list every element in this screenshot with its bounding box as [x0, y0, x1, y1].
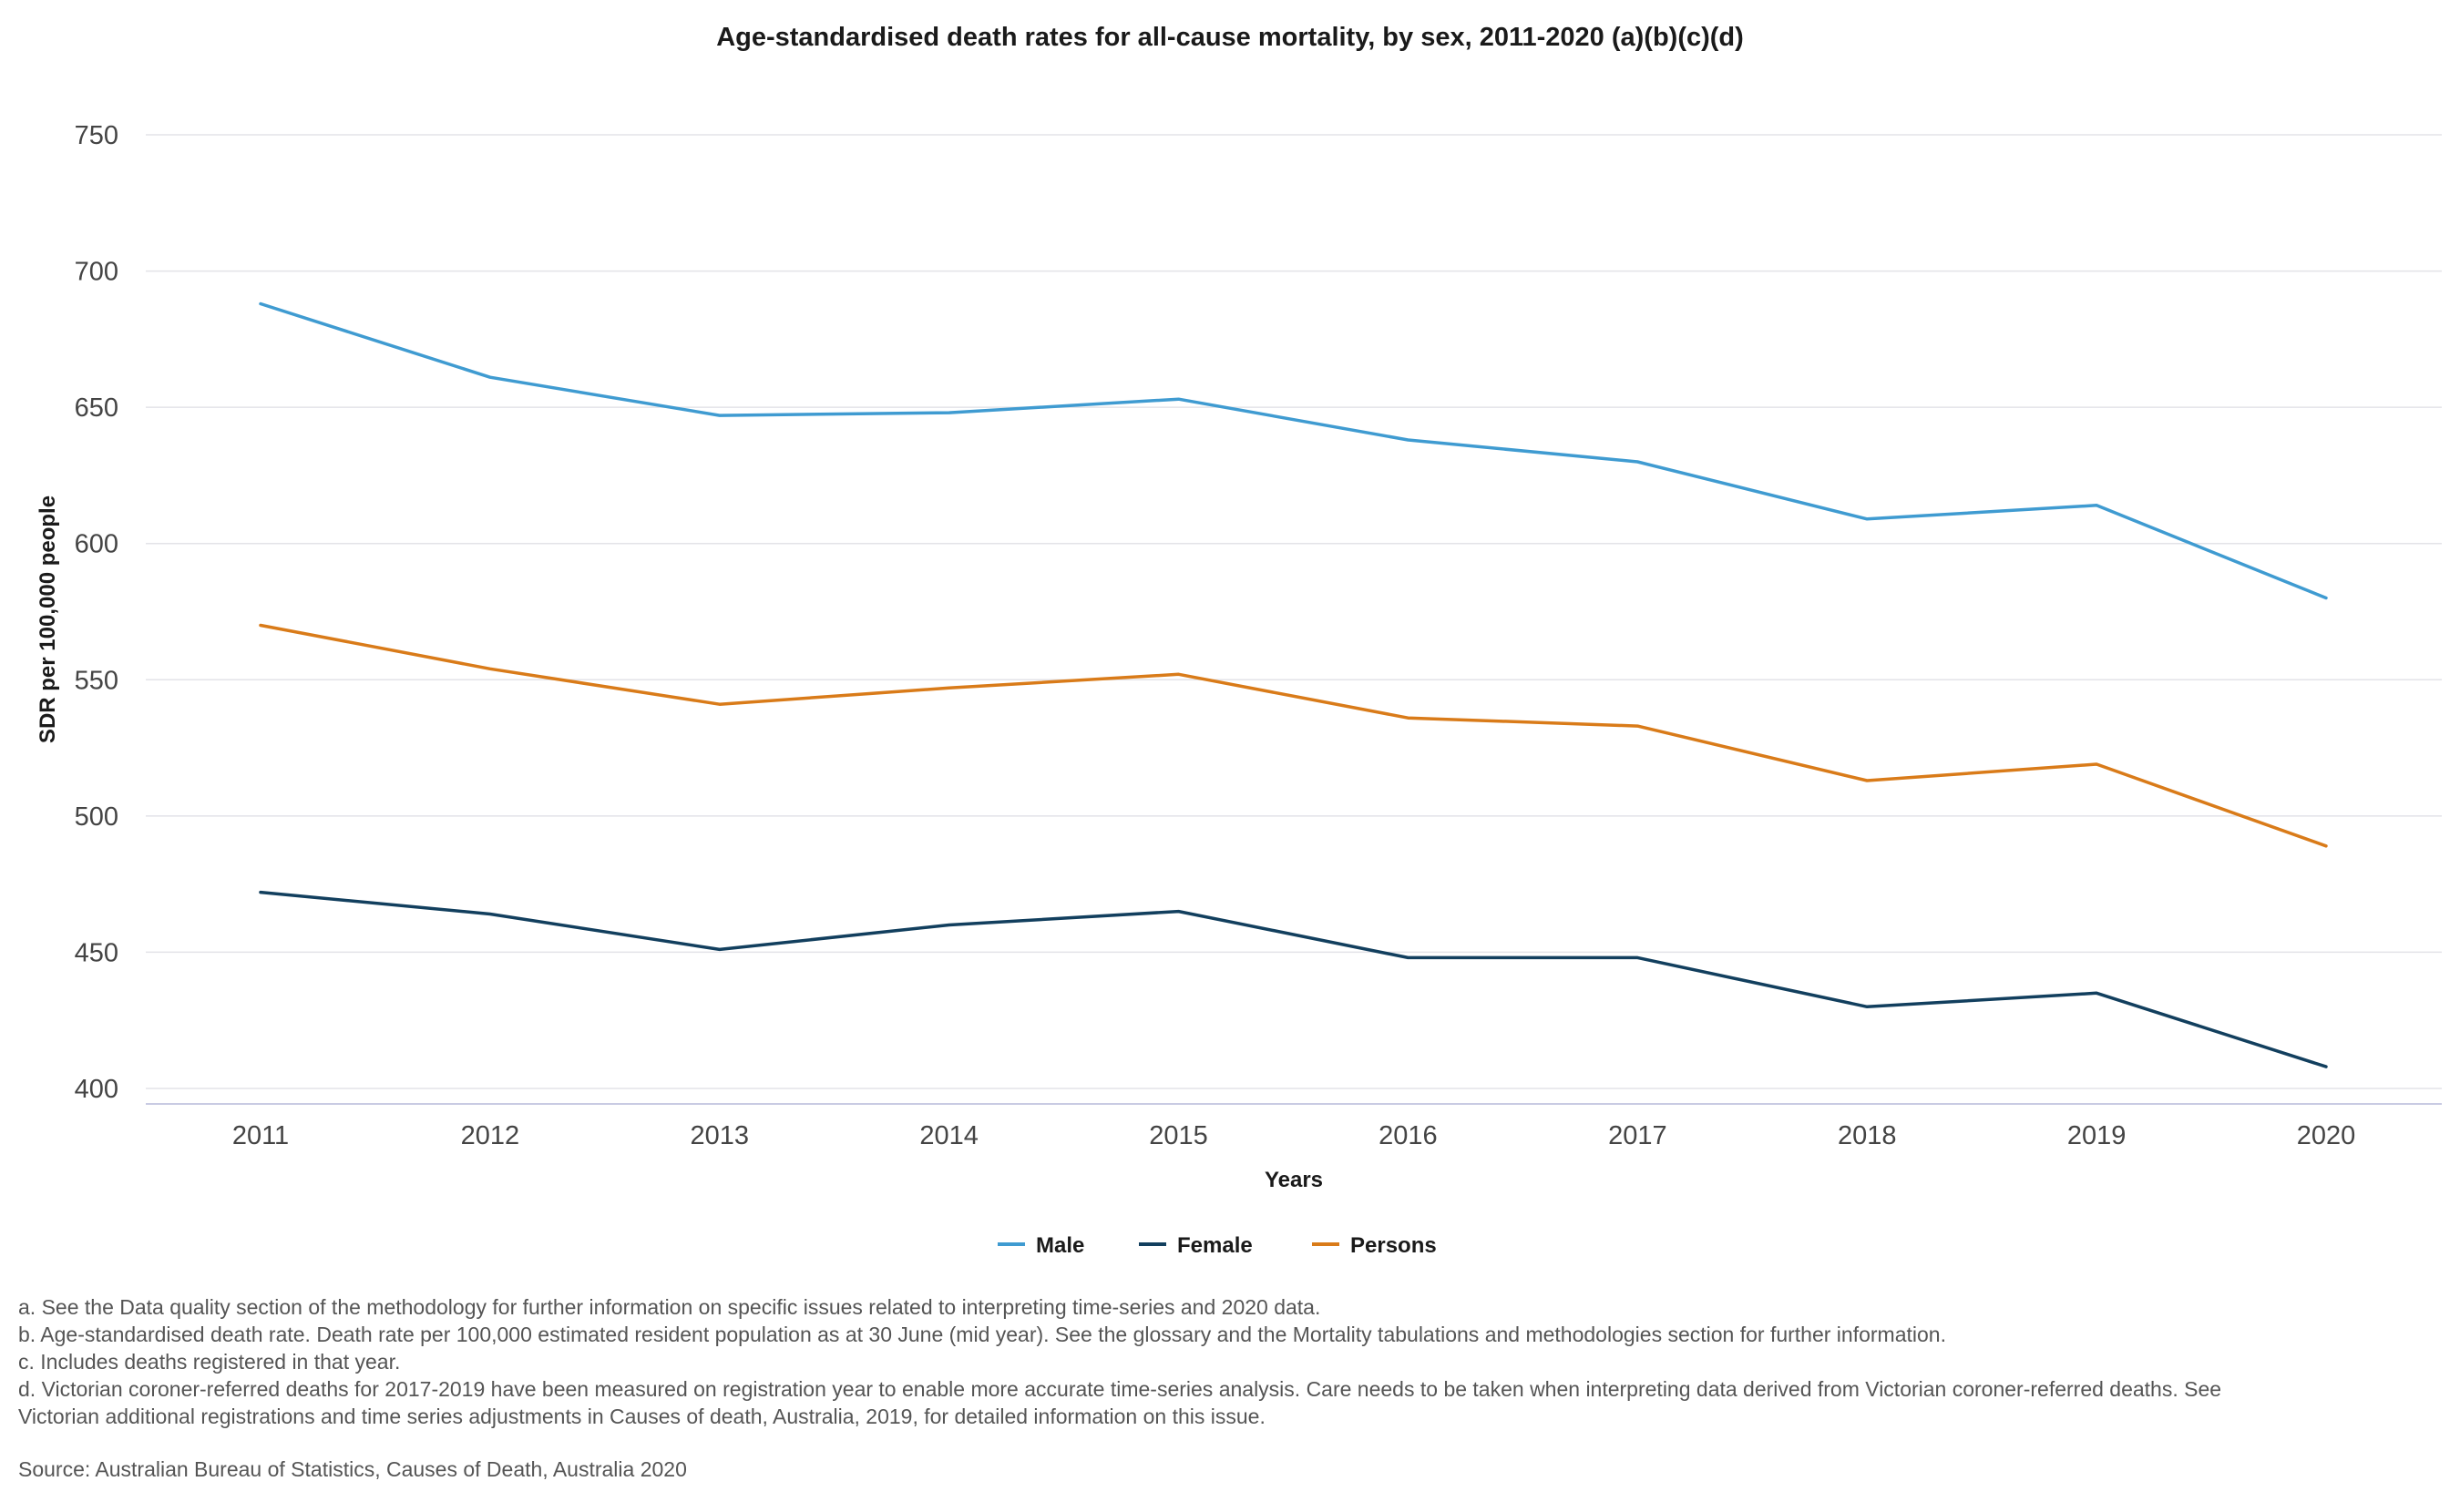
legend: Male Female Persons [998, 1233, 1437, 1258]
gridlines [146, 134, 2442, 1089]
x-tick-label-2018: 2018 [1838, 1121, 1897, 1150]
x-tick-label-2013: 2013 [691, 1121, 750, 1150]
x-tick-label-2014: 2014 [919, 1121, 979, 1150]
chart-title: Age-standardised death rates for all-cau… [716, 23, 1744, 52]
x-tick-label-2017: 2017 [1608, 1121, 1667, 1150]
y-tick-label-400: 400 [75, 1075, 118, 1104]
y-axis-title: SDR per 100,000 people [36, 495, 60, 743]
footnote-b: b. Age-standardised death rate. Death ra… [18, 1323, 1946, 1346]
y-tick-label-750: 750 [75, 121, 118, 150]
y-tick-label-500: 500 [75, 802, 118, 832]
y-tick-label-550: 550 [75, 666, 118, 695]
footnote-d-continued: Victorian additional registrations and t… [18, 1405, 1266, 1428]
series-line-male [259, 301, 2328, 600]
footnote-d: d. Victorian coroner-referred deaths for… [18, 1377, 2222, 1401]
y-tick-label-600: 600 [75, 530, 118, 559]
x-tick-label-2012: 2012 [461, 1121, 520, 1150]
footnote-c: c. Includes deaths registered in that ye… [18, 1350, 401, 1374]
chart: Age-standardised death rates for all-cau… [36, 23, 2442, 1258]
series-line-female [259, 890, 2328, 1068]
x-tick-label-2019: 2019 [2067, 1121, 2127, 1150]
legend-label-male: Male [1036, 1233, 1084, 1258]
y-axis-ticks: 400 450 500 550 600 650 700 750 [75, 121, 118, 1104]
legend-label-persons: Persons [1350, 1233, 1437, 1258]
footnote-a: a. See the Data quality section of the m… [18, 1295, 1321, 1319]
source-text: Source: Australian Bureau of Statistics,… [18, 1457, 687, 1481]
x-tick-label-2016: 2016 [1379, 1121, 1438, 1150]
y-tick-label-450: 450 [75, 938, 118, 967]
x-axis-ticks: 2011 2012 2013 2014 2015 2016 2017 2018 2019 2020 [232, 1121, 2355, 1150]
x-tick-label-2020: 2020 [2297, 1121, 2356, 1150]
x-axis-title: Years [1265, 1168, 1323, 1192]
series-line-persons [259, 623, 2328, 848]
y-tick-label-650: 650 [75, 393, 118, 423]
footnotes: a. See the Data quality section of the m… [18, 1293, 2451, 1483]
x-tick-label-2011: 2011 [232, 1121, 289, 1150]
legend-label-female: Female [1177, 1233, 1253, 1258]
series-lines [259, 301, 2328, 1068]
y-tick-label-700: 700 [75, 258, 118, 287]
x-tick-label-2015: 2015 [1149, 1121, 1208, 1150]
